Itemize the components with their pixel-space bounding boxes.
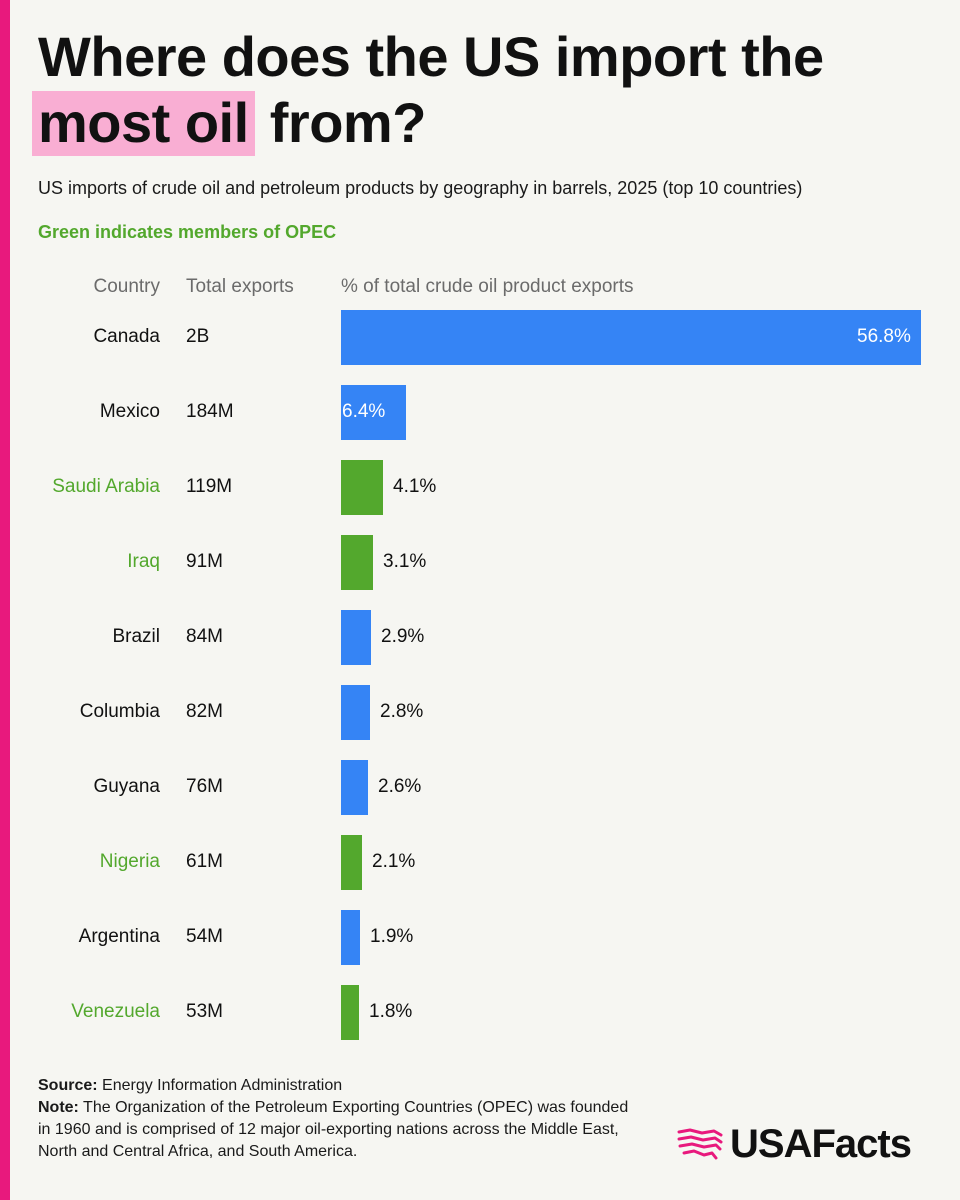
bar [341,460,383,515]
table-row: Iraq 91M 3.1% [0,535,960,590]
bar [341,310,921,365]
country-label: Guyana [93,776,160,797]
country-label: Mexico [99,401,160,422]
total-exports-value: 54M [186,926,223,947]
data-label: 2.6% [378,776,422,797]
data-label: 1.8% [369,1001,413,1022]
table-row: Nigeria 61M 2.1% [0,835,960,890]
data-label: 56.8% [857,326,911,347]
column-header-total: Total exports [186,276,294,297]
country-label: Iraq [127,551,160,572]
bar [341,610,371,665]
country-label: Nigeria [99,851,160,872]
bar [341,835,362,890]
bar [341,535,373,590]
country-label: Venezuela [71,1001,160,1022]
column-header-pct: % of total crude oil product exports [341,276,634,297]
bar [341,685,370,740]
country-label: Brazil [112,626,160,647]
total-exports-value: 2B [186,326,210,347]
total-exports-value: 76M [186,776,223,797]
bar [341,985,359,1040]
us-map-stripes-icon [677,1128,723,1160]
source-label: Source: [38,1077,98,1094]
chart-subtitle: US imports of crude oil and petroleum pr… [38,178,803,198]
country-label: Columbia [79,701,160,722]
title-rest: from? [254,91,427,154]
table-row: Guyana 76M 2.6% [0,760,960,815]
title-highlight: most oil [32,91,255,156]
table-row: Venezuela 53M 1.8% [0,985,960,1040]
table-row: Mexico 184M 6.4% [0,385,960,440]
table-row: Brazil 84M 2.9% [0,610,960,665]
source-line: Source: Energy Information Administratio… [38,1075,638,1097]
total-exports-value: 184M [186,401,234,422]
table-row: Canada 2B 56.8% [0,310,960,365]
total-exports-value: 82M [186,701,223,722]
source-text: Energy Information Administration [97,1077,343,1094]
column-header-country: Country [93,276,160,297]
total-exports-value: 119M [186,476,233,497]
total-exports-value: 84M [186,626,223,647]
title-line-1: Where does the US import the [38,25,824,88]
bar [341,910,360,965]
data-label: 1.9% [370,926,414,947]
page-title: Where does the US import the most oil fr… [32,24,938,156]
opec-legend-note: Green indicates members of OPEC [38,222,337,242]
total-exports-value: 91M [186,551,223,572]
table-row: Saudi Arabia 119M 4.1% [0,460,960,515]
table-row: Argentina 54M 1.9% [0,910,960,965]
accent-bar [0,0,10,1200]
bar [341,385,406,440]
table-row: Columbia 82M 2.8% [0,685,960,740]
data-label: 2.9% [381,626,425,647]
usafacts-logo: USAFacts [676,1122,926,1166]
data-label: 2.8% [380,701,424,722]
note-text: The Organization of the Petroleum Export… [38,1099,629,1160]
country-label: Argentina [78,926,160,947]
total-exports-value: 61M [186,851,223,872]
total-exports-value: 53M [186,1001,223,1022]
data-label: 6.4% [342,401,386,422]
data-label: 4.1% [393,476,437,497]
data-label: 3.1% [383,551,427,572]
country-label: Saudi Arabia [52,476,160,497]
data-label: 2.1% [372,851,416,872]
note-label: Note: [38,1099,79,1116]
bar [341,760,368,815]
country-label: Canada [93,326,160,347]
note-line: Note: The Organization of the Petroleum … [38,1097,638,1163]
footer-notes: Source: Energy Information Administratio… [38,1075,638,1163]
logo-wordmark: USAFacts [730,1122,912,1166]
